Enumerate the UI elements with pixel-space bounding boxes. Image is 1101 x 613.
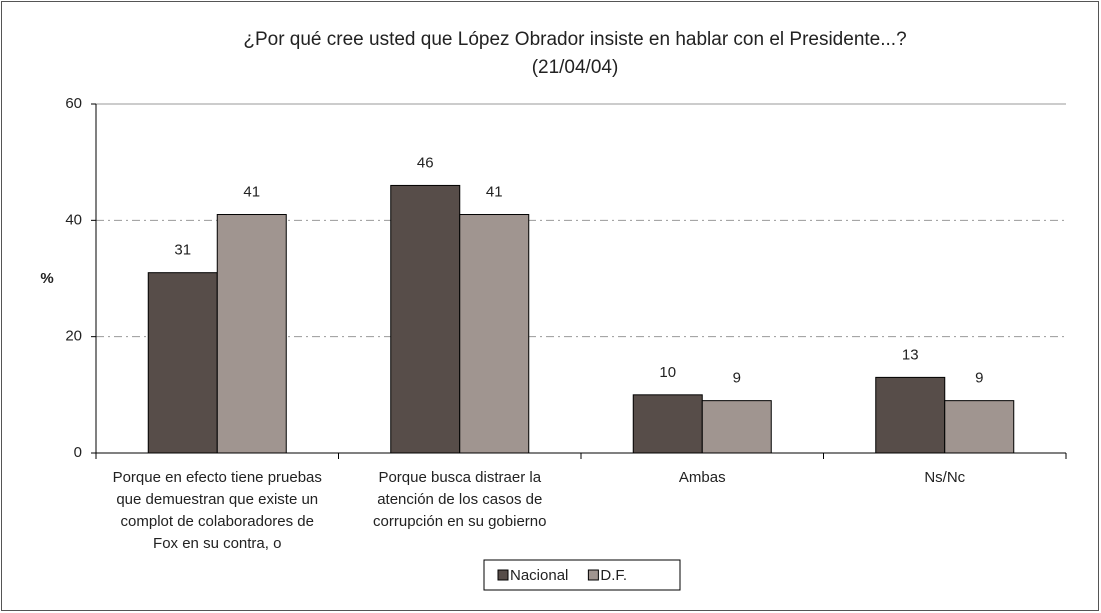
y-tick-label: 20 bbox=[65, 328, 82, 345]
legend-swatch bbox=[497, 569, 509, 581]
x-tick-label: Porque busca distraer la atención de los… bbox=[373, 469, 547, 530]
value-label: 9 bbox=[733, 370, 741, 387]
value-label: 46 bbox=[417, 154, 434, 171]
value-label: 41 bbox=[243, 183, 260, 200]
value-label: 31 bbox=[174, 242, 191, 259]
legend-box bbox=[483, 559, 681, 591]
bar bbox=[632, 394, 703, 454]
value-label: 10 bbox=[659, 364, 676, 381]
bar bbox=[459, 214, 530, 454]
bar bbox=[701, 400, 772, 454]
x-tick-label: Porque en efecto tiene pruebas que demue… bbox=[112, 469, 322, 552]
legend-label: Nacional bbox=[510, 567, 568, 584]
y-tick-label: 60 bbox=[65, 95, 82, 112]
chart-title: ¿Por qué cree usted que López Obrador in… bbox=[243, 29, 906, 50]
bar bbox=[147, 272, 218, 454]
y-tick-label: 0 bbox=[74, 444, 82, 461]
value-label: 9 bbox=[975, 370, 983, 387]
bar bbox=[875, 376, 946, 454]
value-label: 41 bbox=[486, 183, 503, 200]
x-tick-label: Ns/Nc bbox=[924, 469, 966, 486]
bar bbox=[216, 214, 287, 454]
bar bbox=[944, 400, 1015, 454]
value-label: 13 bbox=[902, 346, 919, 363]
legend-swatch bbox=[587, 569, 599, 581]
x-tick-label: Ambas bbox=[678, 469, 726, 486]
bar bbox=[390, 184, 461, 454]
y-axis-label: % bbox=[40, 270, 53, 287]
chart-subtitle: (21/04/04) bbox=[532, 57, 619, 78]
y-tick-label: 40 bbox=[65, 211, 82, 228]
legend-label: D.F. bbox=[600, 567, 627, 584]
